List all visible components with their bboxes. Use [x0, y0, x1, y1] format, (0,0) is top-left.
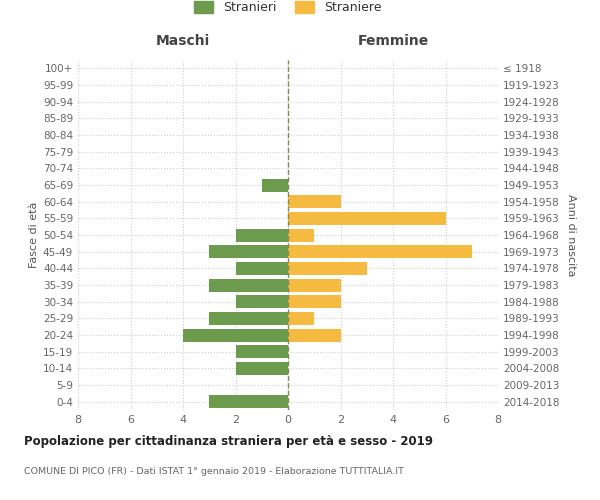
Bar — [288, 195, 341, 208]
Bar — [262, 178, 288, 192]
Bar — [235, 262, 288, 275]
Bar — [209, 312, 288, 325]
Bar — [288, 228, 314, 241]
Bar — [235, 228, 288, 241]
Legend: Stranieri, Straniere: Stranieri, Straniere — [190, 0, 386, 20]
Bar — [183, 328, 288, 342]
Bar — [288, 212, 445, 225]
Text: COMUNE DI PICO (FR) - Dati ISTAT 1° gennaio 2019 - Elaborazione TUTTITALIA.IT: COMUNE DI PICO (FR) - Dati ISTAT 1° genn… — [24, 468, 404, 476]
Text: Popolazione per cittadinanza straniera per età e sesso - 2019: Popolazione per cittadinanza straniera p… — [24, 435, 433, 448]
Bar — [209, 278, 288, 291]
Bar — [288, 328, 341, 342]
Bar — [288, 245, 472, 258]
Bar — [235, 362, 288, 375]
Y-axis label: Fasce di età: Fasce di età — [29, 202, 39, 268]
Text: Maschi: Maschi — [156, 34, 210, 48]
Bar — [288, 312, 314, 325]
Text: Femmine: Femmine — [358, 34, 428, 48]
Y-axis label: Anni di nascita: Anni di nascita — [566, 194, 576, 276]
Bar — [209, 245, 288, 258]
Bar — [288, 278, 341, 291]
Bar — [235, 345, 288, 358]
Bar — [235, 295, 288, 308]
Bar — [288, 262, 367, 275]
Bar — [209, 395, 288, 408]
Bar — [288, 295, 341, 308]
